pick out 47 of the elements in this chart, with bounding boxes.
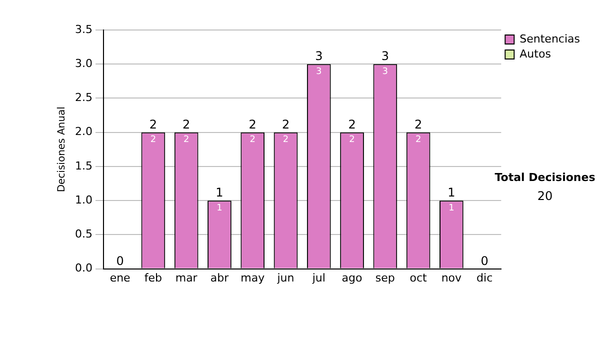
data-label: 2 — [349, 135, 355, 146]
y-tick-label: 0.0 — [74, 262, 92, 275]
x-tick-label: feb — [144, 271, 162, 284]
data-label: 3 — [382, 66, 388, 77]
y-tick-label: 3.0 — [74, 56, 92, 70]
x-tick-label: jun — [276, 271, 294, 284]
x-tick-label: sep — [375, 271, 395, 284]
data-label: 2 — [282, 135, 289, 146]
data-label: 3 — [316, 66, 322, 77]
total-label: 2 — [182, 117, 190, 132]
total-label: 2 — [282, 117, 290, 132]
total-label: 3 — [315, 49, 323, 64]
total-label: 1 — [216, 186, 224, 200]
total-label: 0 — [116, 254, 124, 268]
data-label: 1 — [448, 203, 454, 214]
y-tick-label: 1.5 — [74, 159, 92, 172]
data-label: 2 — [150, 135, 156, 146]
y-tick-label: 2.0 — [74, 125, 92, 138]
x-tick-label: mar — [175, 271, 198, 284]
data-label: 2 — [183, 135, 190, 146]
total-label: 2 — [414, 117, 422, 132]
total-label: 2 — [149, 117, 158, 132]
y-tick-label: 2.5 — [74, 91, 92, 104]
y-tick-label: 0.5 — [74, 228, 92, 241]
y-tick-label: 3.5 — [74, 22, 92, 36]
legend-label: Autos — [520, 47, 552, 60]
total-label: 3 — [381, 49, 389, 64]
data-label: 2 — [415, 135, 422, 146]
x-tick-label: jul — [311, 271, 326, 284]
x-tick-label: ene — [110, 271, 131, 284]
total-label: 0 — [480, 254, 488, 268]
legend-label: Sentencias — [520, 32, 580, 46]
annotation: Total Decisiones — [494, 170, 596, 184]
x-tick-label: may — [240, 271, 266, 284]
y-tick-label: 1.0 — [74, 193, 92, 206]
total-label: 2 — [348, 117, 356, 132]
total-label: 2 — [248, 117, 256, 132]
total-label: 1 — [448, 186, 456, 200]
data-label: 2 — [250, 135, 256, 146]
x-tick-label: abr — [210, 271, 230, 284]
x-tick-label: ago — [342, 271, 363, 284]
x-tick-label: oct — [410, 271, 428, 284]
text: 20 — [537, 189, 553, 204]
x-tick-label: dic — [476, 271, 493, 284]
data-label: 1 — [216, 203, 222, 214]
x-tick-label: nov — [441, 271, 462, 284]
y-axis-title: Decisiones Anual — [56, 106, 68, 192]
